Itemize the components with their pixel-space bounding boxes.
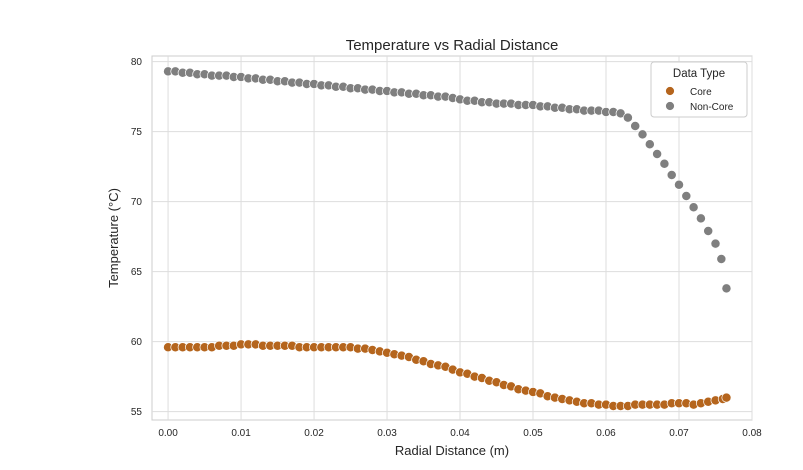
y-tick-label: 65 (131, 267, 143, 278)
data-point (615, 108, 626, 119)
legend-label-non-core: Non-Core (690, 102, 734, 113)
y-tick-label: 75 (131, 127, 143, 138)
data-point (710, 238, 721, 249)
x-tick-label: 0.06 (596, 428, 616, 439)
series-layer (163, 66, 732, 411)
data-point (674, 179, 684, 190)
y-tick-label: 70 (131, 197, 143, 208)
data-point (630, 121, 641, 131)
y-axis-ticks: 55 60 65 70 75 80 (131, 57, 143, 418)
data-point (695, 213, 706, 224)
data-point (721, 392, 732, 403)
x-tick-label: 0.03 (377, 428, 397, 439)
data-point (637, 129, 648, 140)
legend-marker-core (665, 86, 675, 96)
y-tick-label: 55 (131, 407, 143, 418)
x-tick-label: 0.00 (158, 428, 178, 439)
legend-box (650, 61, 748, 118)
x-tick-label: 0.05 (523, 428, 543, 439)
y-axis-label: Temperature (°C) (106, 188, 121, 288)
x-tick-label: 0.02 (304, 428, 324, 439)
data-point (681, 191, 692, 201)
data-point (622, 112, 633, 123)
legend: Data Type Core Non-Core (650, 61, 748, 118)
x-tick-label: 0.04 (450, 428, 470, 439)
data-point (716, 254, 727, 264)
legend-label-core: Core (690, 87, 712, 98)
x-tick-label: 0.08 (742, 428, 762, 439)
x-tick-label: 0.07 (669, 428, 689, 439)
x-axis-ticks: 0.00 0.01 0.02 0.03 0.04 0.05 0.06 0.07 0.08 (158, 428, 762, 439)
y-tick-label: 60 (131, 337, 143, 348)
grid (152, 56, 753, 420)
x-tick-label: 0.01 (231, 428, 251, 439)
data-point (644, 139, 655, 150)
x-axis-label: Radial Distance (m) (395, 443, 509, 458)
series-non-core (163, 66, 732, 294)
y-tick-label: 80 (131, 57, 143, 68)
legend-marker-non-core (665, 101, 675, 111)
chart-title: Temperature vs Radial Distance (346, 37, 559, 54)
series-core (163, 339, 732, 411)
data-point (659, 158, 670, 169)
data-point (703, 226, 714, 236)
data-point (721, 283, 732, 294)
data-point (652, 149, 663, 159)
legend-title: Data Type (673, 68, 725, 80)
data-point (666, 170, 677, 180)
data-point (688, 202, 699, 213)
